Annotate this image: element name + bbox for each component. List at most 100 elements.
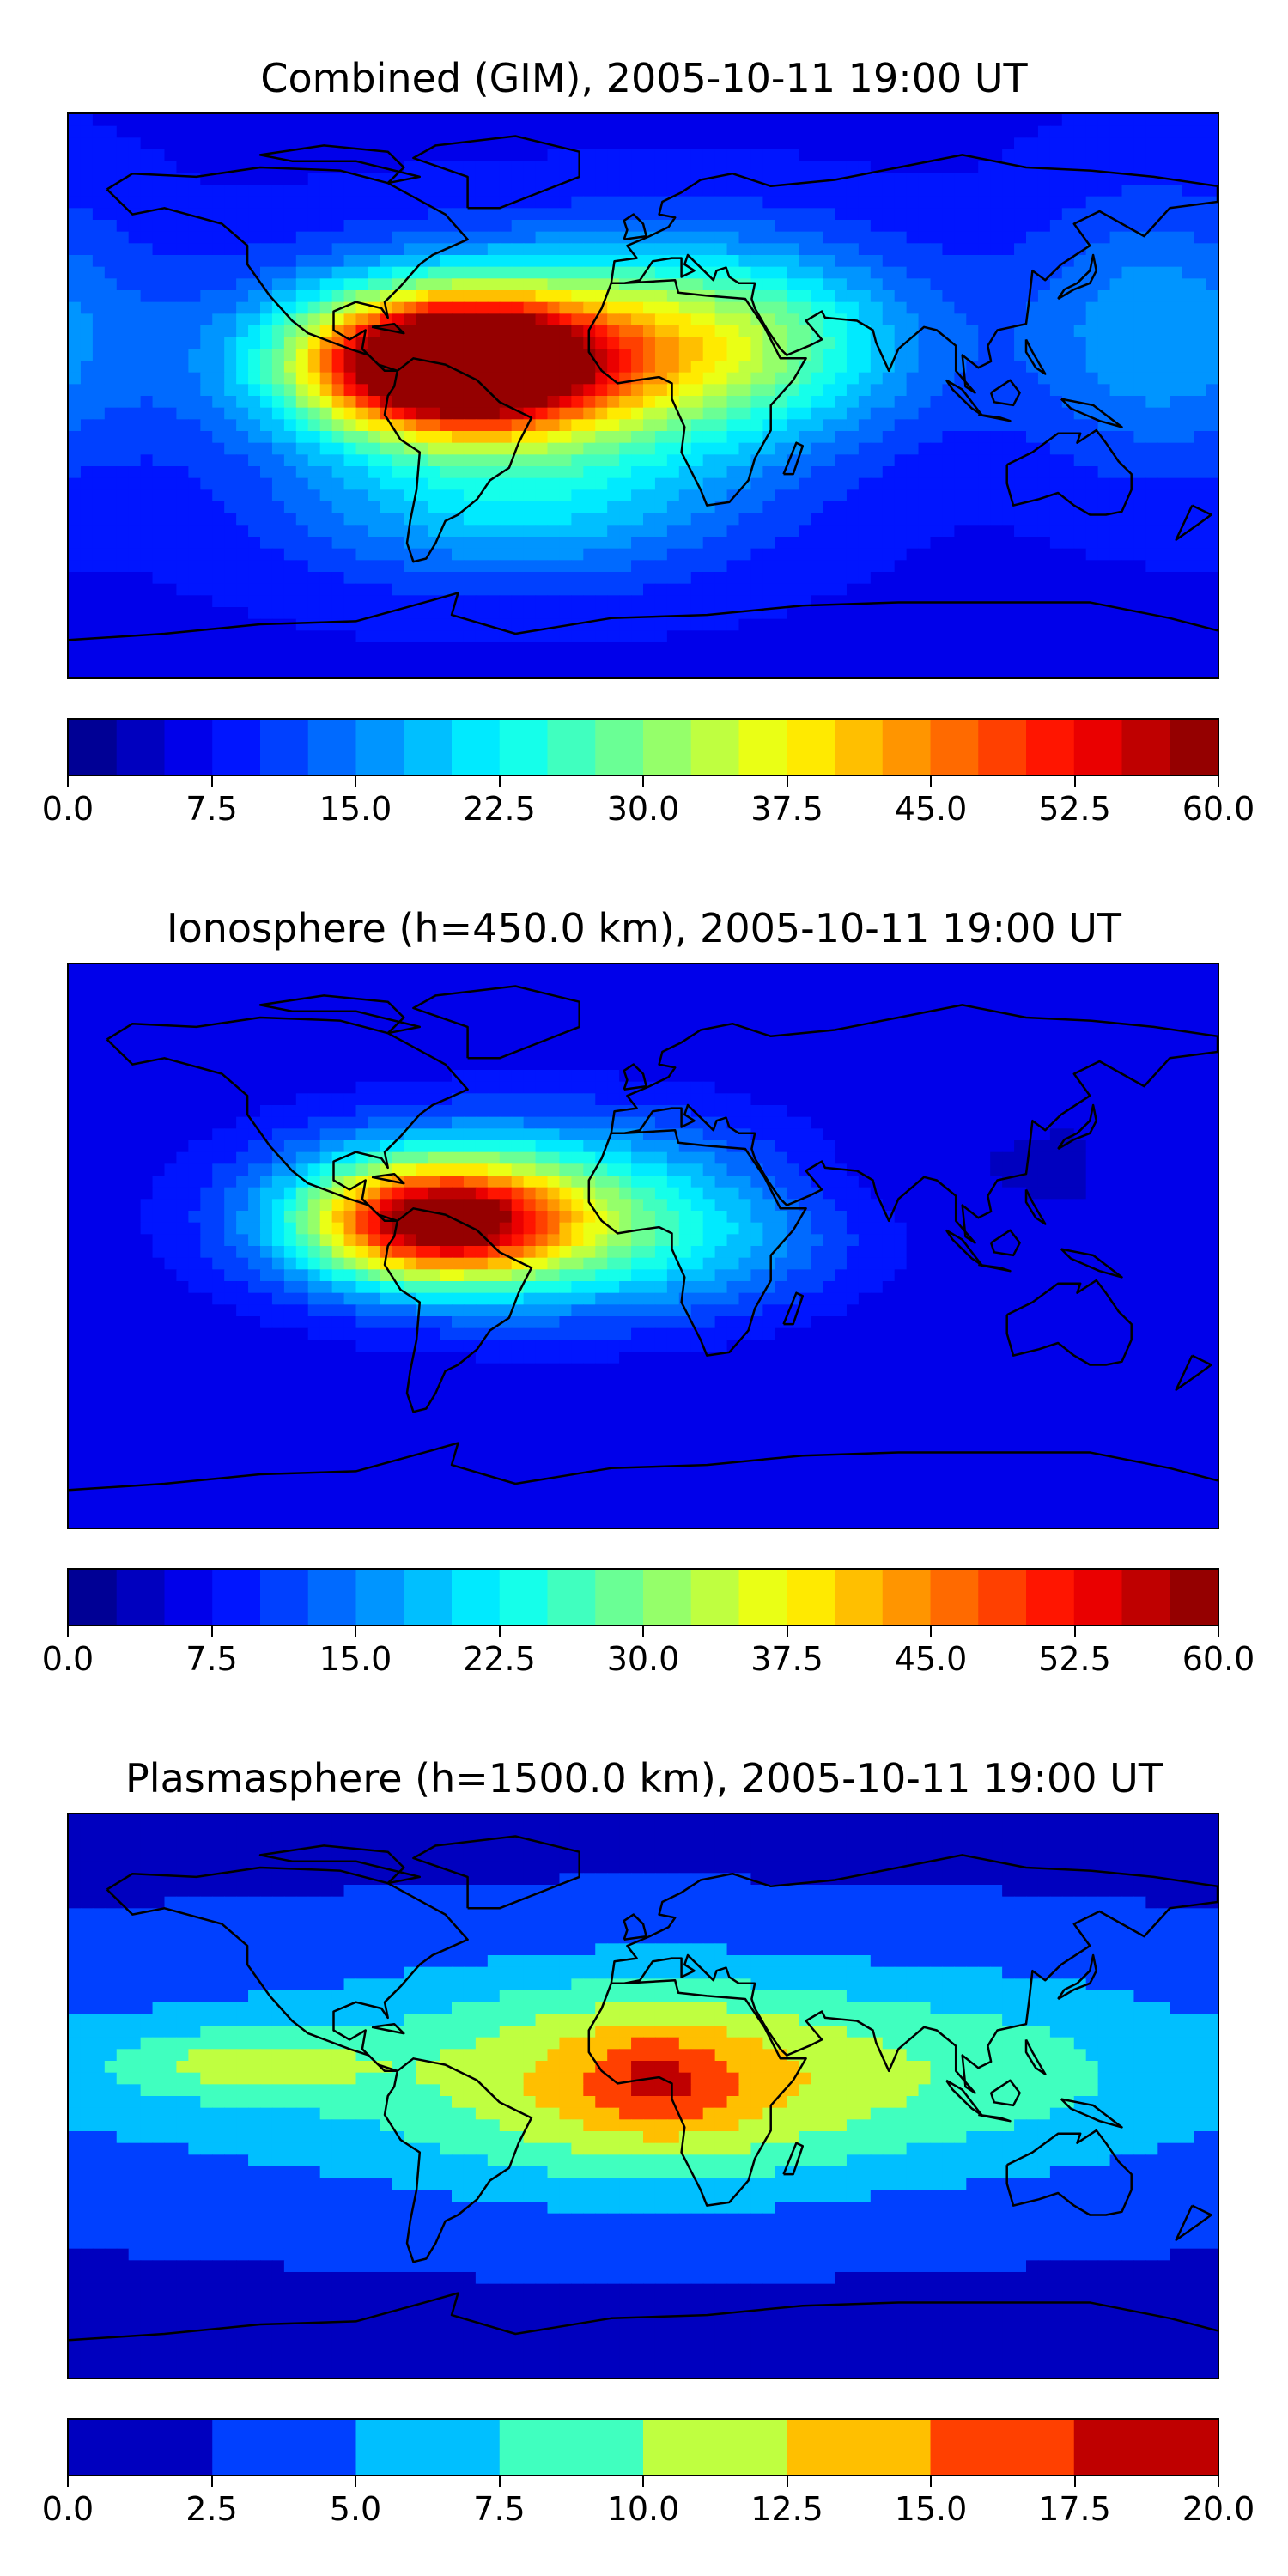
heatmap-cell xyxy=(559,125,572,138)
heatmap-cell xyxy=(248,560,261,573)
heatmap-cell xyxy=(416,987,428,1000)
heatmap-cell xyxy=(787,137,799,150)
heatmap-cell xyxy=(1170,196,1182,209)
heatmap-cell xyxy=(690,665,704,677)
heatmap-cell xyxy=(738,987,752,1000)
heatmap-cell xyxy=(1194,349,1206,361)
heatmap-cell xyxy=(1133,560,1146,573)
heatmap-cell xyxy=(978,513,991,526)
heatmap-cell xyxy=(176,454,189,467)
heatmap-cell xyxy=(319,243,333,256)
heatmap-cell xyxy=(463,964,477,977)
heatmap-cell xyxy=(248,208,261,221)
heatmap-cell xyxy=(835,454,848,467)
heatmap-cell xyxy=(762,208,775,221)
heatmap-cell xyxy=(870,665,884,677)
heatmap-cell xyxy=(200,301,213,314)
heatmap-cell xyxy=(343,454,357,467)
heatmap-cell xyxy=(714,361,728,374)
heatmap-cell xyxy=(1109,431,1123,444)
heatmap-cell xyxy=(188,583,201,596)
heatmap-cell xyxy=(295,665,309,677)
heatmap-cell xyxy=(248,431,261,444)
heatmap-cell xyxy=(224,975,237,988)
heatmap-cell xyxy=(607,231,620,244)
heatmap-cell xyxy=(1037,255,1051,268)
heatmap-cell xyxy=(858,161,872,173)
heatmap-cell xyxy=(823,396,835,409)
heatmap-cell xyxy=(69,572,82,585)
heatmap-cell xyxy=(738,231,752,244)
heatmap-cell xyxy=(128,442,142,455)
heatmap-cell xyxy=(738,419,752,432)
heatmap-cell xyxy=(200,525,213,538)
heatmap-cell xyxy=(882,173,896,185)
heatmap-cell xyxy=(990,454,1003,467)
heatmap-cell xyxy=(882,525,896,538)
heatmap-cell xyxy=(726,349,740,361)
heatmap-cell xyxy=(775,290,787,303)
heatmap-cell xyxy=(475,337,489,349)
heatmap-cell xyxy=(355,454,369,467)
heatmap-cell xyxy=(595,501,608,514)
heatmap-cell xyxy=(702,208,716,221)
heatmap-cell xyxy=(236,560,249,573)
tick-label: 37.5 xyxy=(750,790,823,828)
heatmap-cell xyxy=(978,161,991,173)
heatmap-cell xyxy=(416,431,428,444)
heatmap-cell xyxy=(1037,525,1051,538)
heatmap-cell xyxy=(1145,454,1158,467)
heatmap-cell xyxy=(224,313,237,326)
heatmap-cell xyxy=(355,255,369,268)
heatmap-cell xyxy=(1049,407,1063,420)
heatmap-cell xyxy=(307,301,321,314)
heatmap-cell xyxy=(726,466,740,479)
heatmap-cell xyxy=(894,653,908,666)
heatmap-cell xyxy=(702,975,716,988)
heatmap-cell xyxy=(440,477,453,490)
heatmap-cell xyxy=(440,125,453,138)
heatmap-cell xyxy=(343,466,357,479)
heatmap-cell xyxy=(571,114,584,127)
heatmap-cell xyxy=(487,630,501,643)
heatmap-cell xyxy=(775,987,787,1000)
heatmap-cell xyxy=(1097,173,1111,185)
heatmap-cell xyxy=(104,653,118,666)
heatmap-cell xyxy=(224,243,237,256)
heatmap-cell xyxy=(858,384,872,397)
heatmap-cell xyxy=(942,501,955,514)
heatmap-cell xyxy=(307,114,321,127)
heatmap-cell xyxy=(355,266,369,279)
heatmap-cell xyxy=(152,185,166,197)
heatmap-cell xyxy=(404,560,416,573)
heatmap-cell xyxy=(499,525,513,538)
heatmap-cell xyxy=(1170,618,1182,631)
heatmap-cell xyxy=(1097,489,1111,502)
heatmap-cell xyxy=(595,548,608,561)
heatmap-cell xyxy=(523,220,537,233)
heatmap-cell xyxy=(894,255,908,268)
heatmap-cell xyxy=(380,255,392,268)
heatmap-cell xyxy=(1121,525,1135,538)
heatmap-cell xyxy=(140,290,154,303)
heatmap-cell xyxy=(487,384,501,397)
heatmap-cell xyxy=(823,537,835,550)
heatmap-cell xyxy=(260,653,273,666)
heatmap-cell xyxy=(1014,630,1027,643)
heatmap-cell xyxy=(416,583,428,596)
heatmap-cell xyxy=(690,431,704,444)
heatmap-cell xyxy=(248,384,261,397)
heatmap-cell xyxy=(1182,572,1194,585)
heatmap-cell xyxy=(392,407,404,420)
heatmap-cell xyxy=(380,964,392,977)
heatmap-cell xyxy=(882,337,896,349)
heatmap-cell xyxy=(846,161,860,173)
heatmap-cell xyxy=(595,525,608,538)
heatmap-cell xyxy=(547,313,561,326)
heatmap-cell xyxy=(738,185,752,197)
heatmap-cell xyxy=(152,964,166,977)
heatmap-cell xyxy=(906,372,920,385)
heatmap-cell xyxy=(188,513,201,526)
heatmap-cell xyxy=(547,583,561,596)
heatmap-cell xyxy=(463,255,477,268)
